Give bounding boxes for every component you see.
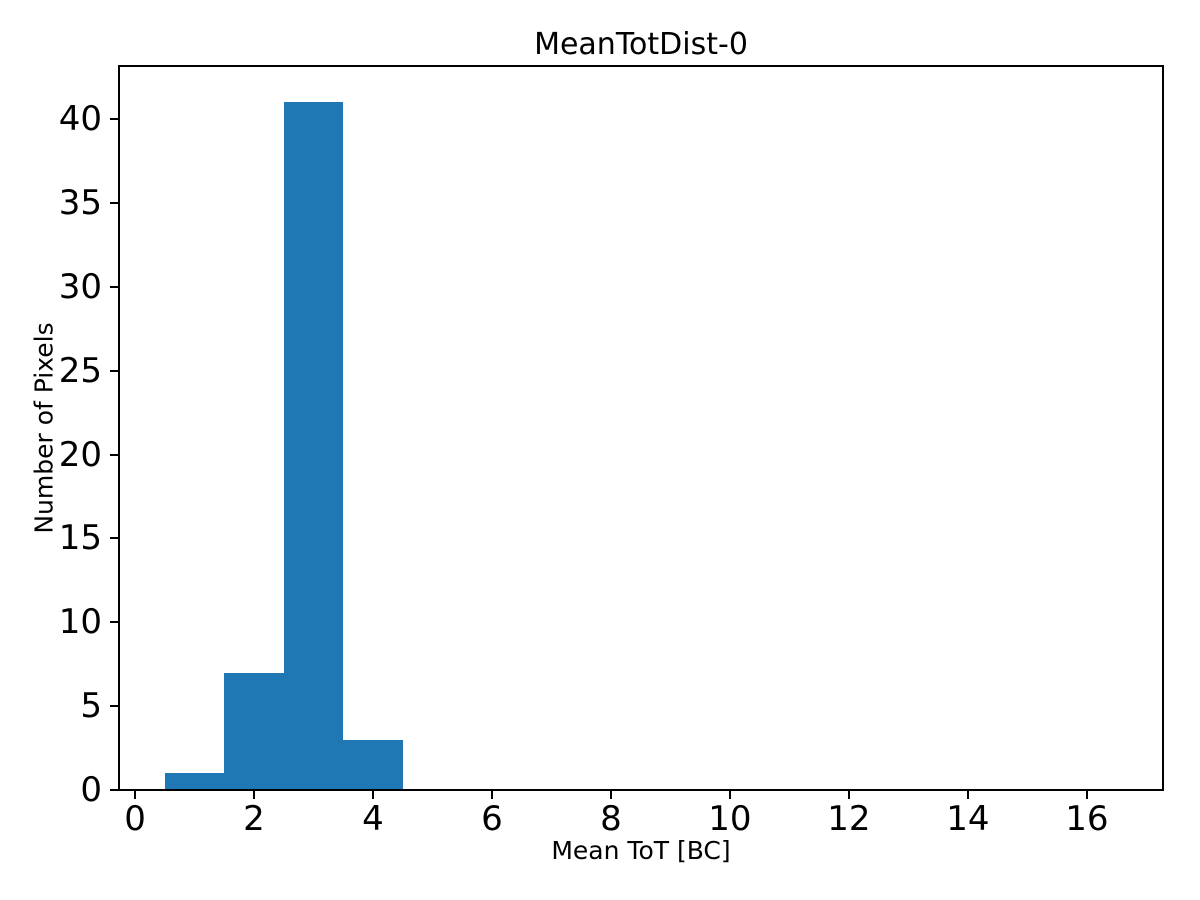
- chart-title: MeanTotDist-0: [534, 27, 748, 62]
- x-tick-mark: [847, 791, 850, 799]
- x-tick-mark: [1085, 791, 1088, 799]
- y-tick-mark: [110, 285, 118, 288]
- y-tick-label: 35: [58, 182, 102, 223]
- histogram-bar: [343, 739, 403, 790]
- x-tick-label: 12: [827, 799, 871, 839]
- x-tick-mark: [253, 791, 255, 799]
- x-tick-label: 6: [481, 799, 503, 839]
- y-tick-label: 0: [80, 770, 102, 810]
- x-tick-mark: [728, 791, 731, 799]
- y-tick-label: 20: [58, 434, 102, 475]
- y-tick-mark: [110, 201, 118, 204]
- y-tick-label: 5: [80, 686, 102, 727]
- x-tick-label: 14: [946, 799, 990, 839]
- x-tick-mark: [610, 791, 612, 799]
- y-tick-label: 40: [58, 99, 102, 139]
- x-axis-label: Mean ToT [BC]: [551, 836, 731, 865]
- x-tick-label: 8: [600, 799, 622, 839]
- x-tick-label: 4: [362, 799, 384, 839]
- y-tick-mark: [110, 453, 118, 456]
- x-tick-mark: [966, 791, 969, 799]
- histogram-bar: [224, 672, 284, 790]
- y-tick-label: 10: [58, 602, 102, 643]
- y-tick-mark: [110, 705, 118, 708]
- y-tick-mark: [110, 537, 118, 540]
- y-tick-mark: [110, 369, 118, 372]
- histogram-bar: [283, 102, 344, 790]
- x-tick-mark: [491, 791, 493, 799]
- y-tick-mark: [110, 789, 118, 791]
- y-tick-label: 25: [58, 350, 102, 391]
- x-tick-mark: [134, 791, 137, 799]
- y-tick-mark: [110, 118, 118, 120]
- x-tick-label: 16: [1065, 799, 1109, 839]
- y-tick-label: 15: [58, 518, 102, 559]
- x-tick-label: 2: [243, 799, 265, 839]
- y-tick-mark: [110, 621, 118, 624]
- y-tick-label: 30: [58, 266, 102, 307]
- histogram-bar: [164, 773, 225, 790]
- x-tick-label: 0: [124, 799, 146, 839]
- x-tick-label: 10: [708, 799, 752, 839]
- x-tick-mark: [372, 791, 374, 799]
- plot-area: [118, 65, 1164, 791]
